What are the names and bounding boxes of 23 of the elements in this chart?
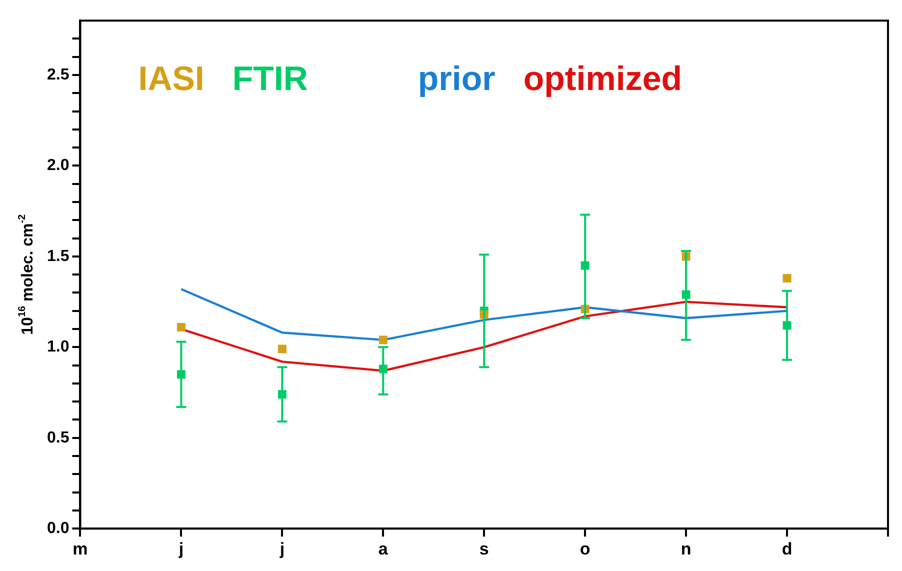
point — [378, 336, 388, 344]
x-tick-label: j — [278, 539, 285, 558]
x-tick-label: j — [178, 539, 184, 558]
y-tick-label: 2.0 — [46, 157, 70, 174]
y-tick-label: 1.5 — [46, 248, 70, 265]
x-tick-label: o — [580, 539, 590, 558]
y-tick-label: 2.5 — [46, 66, 70, 84]
point — [782, 274, 792, 282]
y-axis-title: 1016 molec. cm-2 — [16, 214, 36, 335]
text: IASI — [138, 60, 204, 98]
x-tick-label: n — [680, 539, 692, 558]
text: FTIR — [232, 60, 308, 98]
y-tick-label: 0.0 — [46, 520, 70, 538]
x-tick-label: s — [479, 539, 489, 558]
text: prior — [418, 60, 496, 98]
y-tick-label: 1.0 — [46, 338, 70, 356]
point — [176, 322, 186, 332]
y-tick-label: 0.5 — [46, 429, 70, 446]
x-tick-label: m — [72, 539, 88, 558]
point — [278, 344, 286, 354]
x-tick-label: a — [378, 539, 388, 558]
x-tick-label: d — [782, 539, 792, 558]
text: optimized — [523, 60, 682, 98]
